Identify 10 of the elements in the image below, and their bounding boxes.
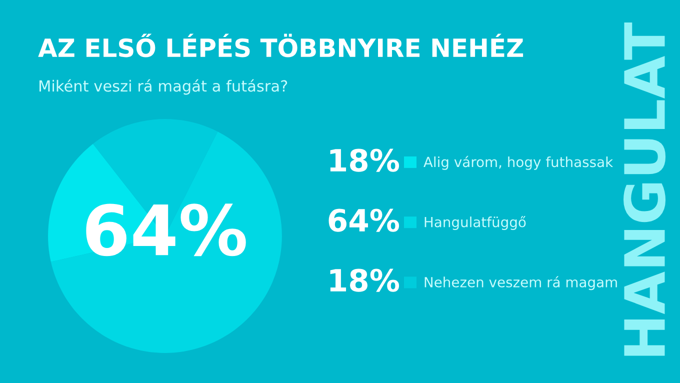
legend-label: Nehezen veszem rá magam	[424, 276, 617, 290]
chart-subtitle: Miként veszi rá magát a futásra?	[40, 79, 288, 95]
data-label: 64%	[328, 208, 400, 232]
text: 64%	[86, 204, 246, 256]
text: HANGULAT	[623, 22, 666, 356]
legend-label: Hangulatfüggő	[424, 216, 526, 230]
legend-label: Alig várom, hogy futhassak	[424, 156, 614, 170]
data-label: 18%	[330, 148, 400, 172]
data-label: 18%	[330, 268, 400, 292]
chart-title: AZ ELSŐ LÉPÉS TÖBBNYIRE NEHÉZ	[38, 34, 524, 58]
